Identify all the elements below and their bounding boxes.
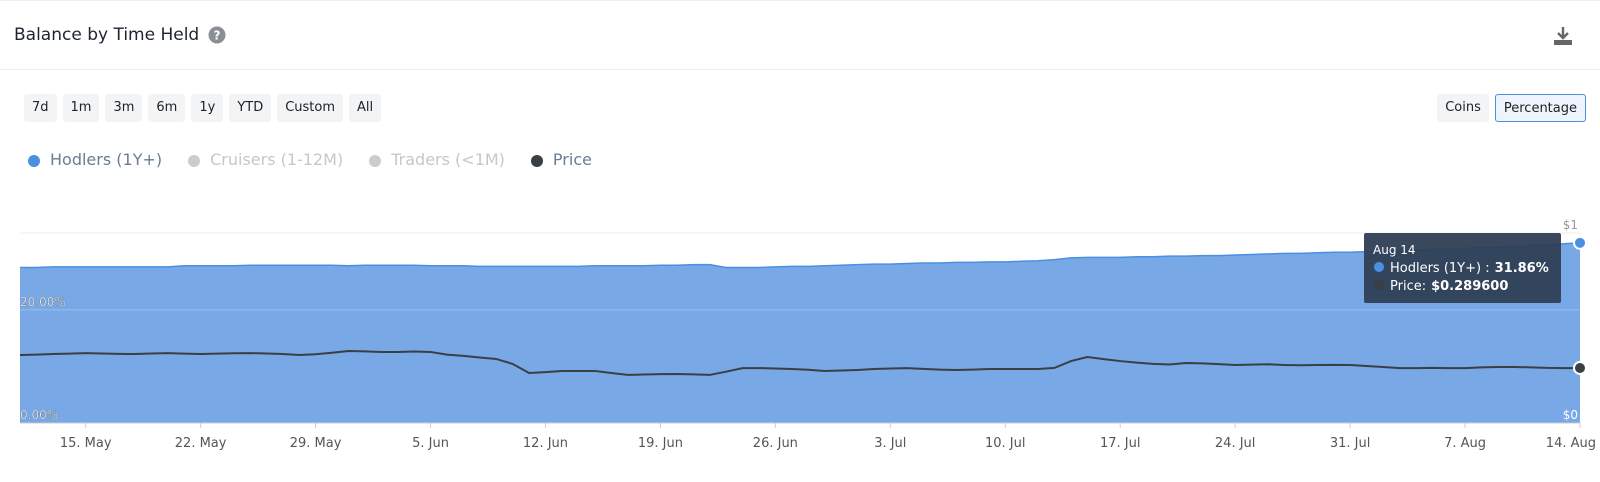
- legend-label[interactable]: Cruisers (1-12M): [210, 150, 344, 169]
- range-button[interactable]: 3m: [105, 94, 143, 122]
- tooltip-box: [1364, 233, 1561, 303]
- y2-tick-label: $0: [1563, 408, 1578, 422]
- mode-button[interactable]: Coins: [1437, 94, 1489, 122]
- svg-text:?: ?: [214, 29, 221, 43]
- legend-marker[interactable]: [188, 155, 201, 167]
- x-tick-label: 17. Jul: [1100, 436, 1141, 451]
- x-tick-label: 7. Aug: [1444, 436, 1486, 451]
- x-tick-label: 15. May: [60, 436, 112, 451]
- x-tick-label: 3. Jul: [874, 436, 906, 451]
- tooltip-date: Aug 14: [1373, 243, 1416, 257]
- tooltip-value: 31.86%: [1495, 261, 1549, 276]
- x-tick-label: 5. Jun: [412, 436, 449, 451]
- x-tick-label: 31. Jul: [1330, 436, 1371, 451]
- tooltip-marker: [1374, 262, 1384, 272]
- tooltip-value: $0.289600: [1431, 279, 1508, 294]
- tooltip: Aug 14 Hodlers (1Y+) : 31.86% Price: $0.2896…: [1364, 233, 1561, 303]
- header: Balance by Time Held ?: [0, 0, 1600, 70]
- range-button[interactable]: 1m: [62, 94, 100, 122]
- x-tick-label: 10. Jul: [985, 436, 1026, 451]
- hodlers-line: [20, 242, 1581, 269]
- help-icon[interactable]: ?: [208, 26, 226, 44]
- tooltip-label: Hodlers (1Y+) :: [1390, 261, 1490, 276]
- y-tick-label: 0.00%: [20, 408, 58, 422]
- tooltip-marker: [1374, 280, 1384, 290]
- x-tick-label: 22. May: [175, 436, 227, 451]
- range-button[interactable]: 7d: [24, 94, 57, 122]
- legend-label[interactable]: Price: [552, 150, 592, 169]
- x-tick-label: 14. Aug: [1546, 436, 1596, 451]
- y-tick-label: 20.00%: [20, 295, 66, 309]
- download-icon[interactable]: [1552, 25, 1574, 47]
- x-tick-label: 29. May: [290, 436, 342, 451]
- range-button[interactable]: 6m: [148, 94, 186, 122]
- legend-marker[interactable]: [369, 155, 382, 167]
- price-line: [19, 349, 1581, 376]
- x-tick-label: 26. Jun: [753, 436, 798, 451]
- range-button[interactable]: All: [349, 94, 382, 122]
- hover-point: [1573, 235, 1587, 250]
- mode-button[interactable]: Percentage: [1494, 94, 1586, 122]
- x-tick-label: 12. Jun: [523, 436, 568, 451]
- y2-tick-label: $1: [1563, 218, 1578, 232]
- hover-point: [1573, 360, 1587, 375]
- legend-label[interactable]: Hodlers (1Y+): [50, 150, 163, 169]
- legend-marker[interactable]: [28, 155, 40, 167]
- range-button[interactable]: Custom: [277, 94, 344, 122]
- x-tick-label: 19. Jun: [638, 436, 683, 451]
- hodlers-area: [20, 242, 1580, 423]
- tooltip-label: Price:: [1390, 279, 1426, 294]
- x-tick-label: 24. Jul: [1215, 436, 1256, 451]
- legend-label[interactable]: Traders (<1M): [391, 150, 505, 169]
- range-button[interactable]: YTD: [229, 94, 272, 122]
- legend-marker[interactable]: [530, 155, 543, 167]
- range-button[interactable]: 1y: [191, 94, 224, 122]
- title: Balance by Time Held: [14, 25, 200, 45]
